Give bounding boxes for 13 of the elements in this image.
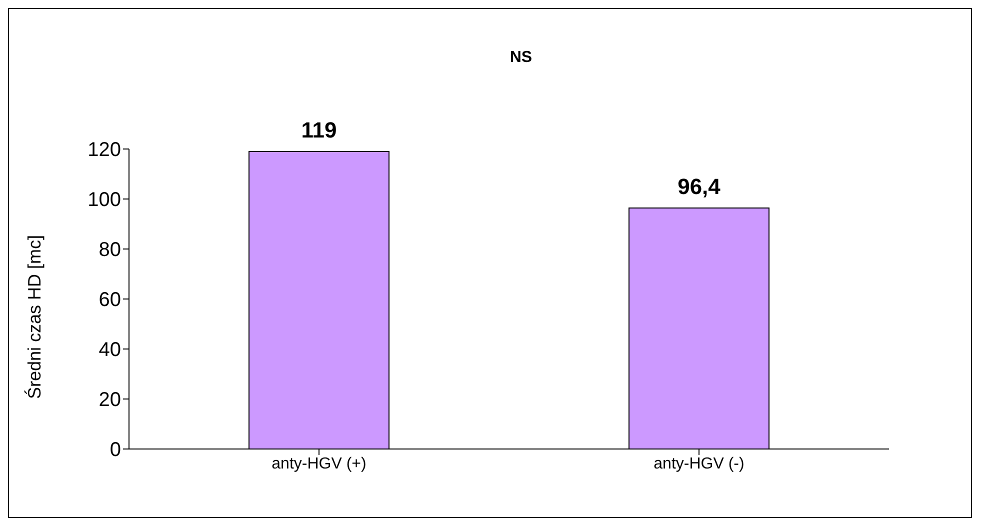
y-tick-label: 80 xyxy=(98,239,121,262)
y-tick-label: 100 xyxy=(88,189,121,212)
y-tick-label: 120 xyxy=(88,139,121,162)
y-tick-label: 60 xyxy=(98,289,121,312)
chart-title: NS xyxy=(508,49,534,67)
data-label: 96,4 xyxy=(678,174,722,199)
x-tick-label: anty-HGV (+) xyxy=(272,455,366,472)
y-tick-label: 20 xyxy=(98,389,121,412)
y-tick-label: 0 xyxy=(110,439,121,462)
y-tick-label: 40 xyxy=(98,339,121,362)
data-label: 119 xyxy=(301,118,337,142)
x-tick-label: anty-HGV (-) xyxy=(654,455,744,472)
y-axis-title: Średni czas HD [mc] xyxy=(23,234,44,399)
